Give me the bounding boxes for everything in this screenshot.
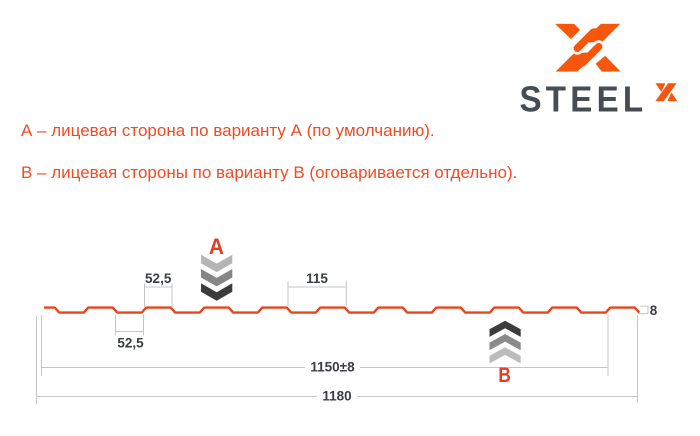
svg-text:1150±8: 1150±8	[310, 360, 355, 375]
svg-text:STEEL: STEEL	[520, 80, 648, 120]
svg-text:52,5: 52,5	[117, 336, 144, 351]
svg-text:А: А	[209, 233, 224, 259]
svg-text:115: 115	[306, 271, 328, 286]
svg-text:8: 8	[650, 303, 658, 318]
svg-text:52,5: 52,5	[145, 271, 172, 286]
svg-text:В: В	[498, 363, 510, 387]
svg-text:1180: 1180	[322, 389, 351, 404]
